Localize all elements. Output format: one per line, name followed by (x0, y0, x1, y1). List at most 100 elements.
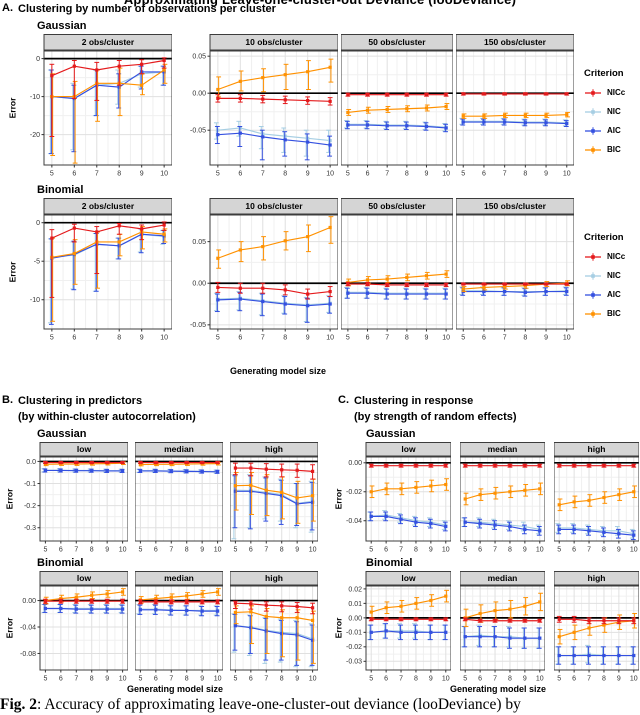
facet-plot-low: low 5 6 7 8 9 10 0.02 0.01 0.00 -0.01 -0.02 -0.03 (346, 571, 451, 683)
svg-text:8: 8 (280, 547, 284, 554)
svg-text:7: 7 (385, 335, 389, 342)
svg-text:5: 5 (50, 171, 54, 178)
facet-low: low 5 6 7 8 9 10 0.0 -0.1 -0.2 -0.3 (14, 442, 128, 553)
figure-title: Approximating Leave-one-cluster-out Devi… (0, 0, 640, 9)
facet-plot-high: high 5 6 7 8 9 10 (554, 442, 639, 553)
legend-item-label: NICc (607, 252, 626, 261)
facet-strip-label: low (401, 573, 416, 583)
facet-plot-high: high 5 6 7 8 9 10 (554, 571, 639, 682)
svg-text:8: 8 (414, 676, 418, 683)
family-label-gaussian: Gaussian (366, 428, 416, 440)
facet-strip-label: high (265, 573, 283, 583)
criterion-legend: Criterion NICc NIC AIC BIC (584, 68, 625, 159)
svg-text:-0.04: -0.04 (346, 518, 362, 525)
svg-text:9: 9 (105, 547, 109, 554)
svg-text:5: 5 (346, 335, 350, 342)
legend-item-label: BIC (607, 145, 621, 154)
facet-plot-high: high 5 6 7 8 9 10 (230, 442, 318, 553)
svg-text:8: 8 (90, 676, 94, 683)
y-axis-label-wrap: Error (333, 586, 343, 670)
svg-text:-0.03: -0.03 (346, 659, 362, 666)
svg-text:8: 8 (117, 171, 121, 178)
panel-b: B. Clustering in predictors (by within-c… (0, 392, 332, 695)
svg-text:9: 9 (429, 676, 433, 683)
svg-text:5: 5 (557, 547, 561, 554)
svg-text:0.00: 0.00 (348, 460, 362, 467)
facet-strip-label: low (77, 444, 92, 454)
svg-text:0.00: 0.00 (192, 281, 206, 288)
svg-text:9: 9 (544, 171, 548, 178)
figure-caption: Fig. 2: Accuracy of approximating leave-… (0, 695, 640, 715)
legend-swatch-icon (585, 309, 601, 318)
svg-text:-0.1: -0.1 (24, 481, 36, 488)
svg-text:9: 9 (425, 171, 429, 178)
svg-text:7: 7 (169, 547, 173, 554)
facet-2-obs-cluster: 2 obs/cluster 5 6 7 8 9 10 0 -5 -10 (18, 198, 172, 342)
svg-text:10: 10 (536, 676, 544, 683)
svg-text:-0.05: -0.05 (190, 128, 206, 135)
criterion-legend: Criterion NICc NIC AIC BIC (584, 232, 625, 323)
svg-text:0.00: 0.00 (348, 615, 362, 622)
panel-b-title: Clustering in predictors (18, 395, 143, 407)
facet-plot-low: low 5 6 7 8 9 10 0.0 -0.1 -0.2 -0.3 (24, 442, 128, 554)
facet-high: high 5 6 7 8 9 10 (554, 442, 639, 553)
svg-text:8: 8 (405, 335, 409, 342)
facet-strip-label: 10 obs/cluster (245, 201, 303, 211)
svg-text:6: 6 (384, 547, 388, 554)
svg-text:9: 9 (200, 676, 204, 683)
y-axis-label-wrap: Error (4, 457, 14, 541)
panel-c: C. Clustering in response (by strength o… (332, 392, 640, 695)
legend-item-bic: BIC (584, 304, 625, 323)
facet-high: high 5 6 7 8 9 10 (554, 571, 639, 682)
svg-text:5: 5 (216, 171, 220, 178)
svg-text:8: 8 (602, 676, 606, 683)
legend-item-bic: BIC (584, 140, 625, 159)
svg-text:6: 6 (238, 335, 242, 342)
facet-strip-label: 50 obs/cluster (368, 201, 426, 211)
facet-plot-10-obs-cluster: 10 obs/cluster 5 6 7 8 9 10 0.05 0.00 -0.05 (190, 198, 338, 342)
facet-strip-label: 150 obs/cluster (484, 201, 547, 211)
facet-10-obs-cluster: 10 obs/cluster 5 6 7 8 9 10 0.05 0.00 -0.05 (180, 34, 338, 178)
svg-text:6: 6 (366, 171, 370, 178)
legend-item-nicc: NICc (584, 247, 625, 266)
svg-text:7: 7 (169, 676, 173, 683)
facet-strip-label: 150 obs/cluster (484, 37, 547, 47)
facet-high: high 5 6 7 8 9 10 (230, 442, 318, 553)
svg-text:7: 7 (385, 171, 389, 178)
svg-text:-0.3: -0.3 (24, 525, 36, 532)
facet-strip-label: 50 obs/cluster (368, 37, 426, 47)
svg-text:7: 7 (95, 335, 99, 342)
legend-item-label: NIC (607, 271, 621, 280)
svg-text:5: 5 (233, 676, 237, 683)
svg-text:10: 10 (160, 335, 168, 342)
facet-low: low 5 6 7 8 9 10 0.00 -0.02 -0.04 (342, 442, 451, 553)
facet-strip-label: 2 obs/cluster (82, 37, 135, 47)
family-label-binomial: Binomial (37, 184, 84, 196)
svg-text:10: 10 (630, 676, 638, 683)
svg-text:0.0: 0.0 (26, 459, 36, 466)
facet-plot-median: median 5 6 7 8 9 10 (135, 442, 223, 553)
svg-text:10: 10 (119, 547, 127, 554)
svg-text:10: 10 (309, 676, 317, 683)
svg-text:-0.08: -0.08 (20, 651, 36, 658)
svg-text:-0.04: -0.04 (20, 624, 36, 631)
facet-row-binomial: Error 2 obs/cluster 5 6 7 8 9 10 0 -5 -10 10 obs/cl… (6, 198, 636, 342)
svg-text:0.05: 0.05 (192, 239, 206, 246)
y-axis-label: Error (7, 97, 18, 119)
svg-text:8: 8 (90, 547, 94, 554)
facet-row-gaussian: Error low 5 6 7 8 9 10 0.0 -0.1 -0.2 -0.3 median 5 6 7 8… (4, 442, 634, 553)
svg-text:-10: -10 (30, 94, 40, 101)
facet-strip-label: median (164, 444, 194, 454)
facet-row-binomial: Error low 5 6 7 8 9 10 0.02 0.01 0.00 -0.01 -0.02 -0.… (333, 571, 640, 683)
svg-text:7: 7 (261, 335, 265, 342)
svg-text:6: 6 (572, 547, 576, 554)
svg-text:6: 6 (72, 171, 76, 178)
legend-item-nic: NIC (584, 266, 625, 285)
legend-item-label: NIC (607, 107, 621, 116)
svg-text:10: 10 (442, 335, 450, 342)
svg-text:7: 7 (503, 335, 507, 342)
svg-text:0.00: 0.00 (22, 598, 36, 605)
svg-text:6: 6 (478, 676, 482, 683)
panel-a-xaxis-label: Generating model size (229, 366, 327, 376)
facet-strip-label: high (265, 444, 283, 454)
